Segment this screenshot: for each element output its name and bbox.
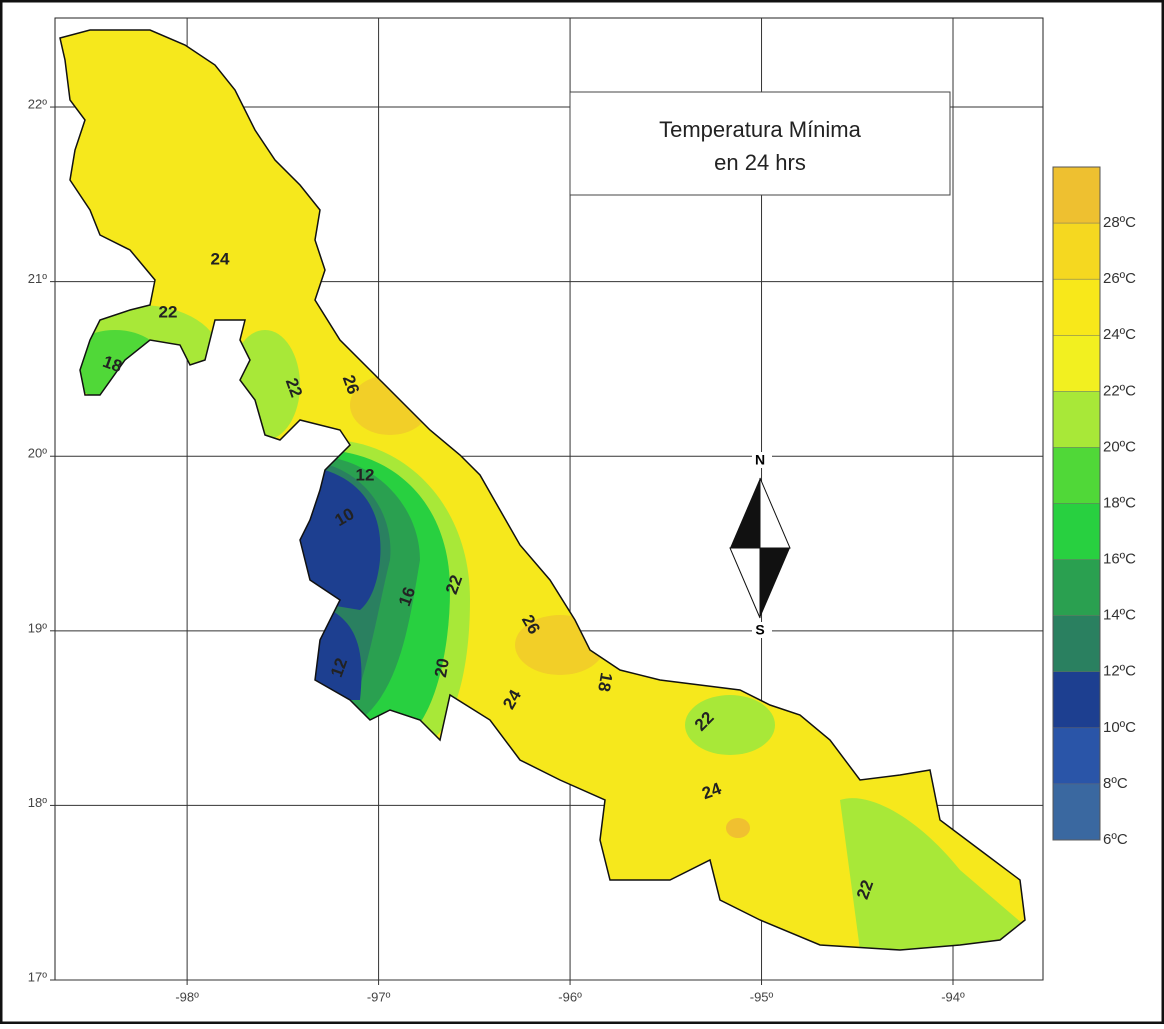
field-cold [300, 465, 381, 610]
legend-label: 8ºC [1103, 775, 1128, 792]
legend-band [1053, 391, 1100, 448]
legend-label: 28ºC [1103, 214, 1136, 231]
contour-label: 18 [594, 671, 616, 693]
y-tick-label: 21º [28, 271, 47, 286]
y-tick-label: 18º [28, 795, 47, 810]
legend-band [1053, 335, 1100, 392]
x-tick-label: -95º [750, 989, 774, 1004]
compass-n: N [755, 452, 765, 468]
legend-label: 22ºC [1103, 382, 1136, 399]
y-tick-label: 19º [28, 620, 47, 635]
legend-label: 10ºC [1103, 719, 1136, 736]
field-mild [840, 798, 1025, 950]
x-tick-label: -98º [175, 989, 199, 1004]
contour-label: 22 [159, 302, 178, 321]
legend-label: 20ºC [1103, 438, 1136, 455]
legend-band [1053, 559, 1100, 616]
x-tick-label: -97º [367, 989, 391, 1004]
legend-band [1053, 167, 1100, 224]
legend-label: 16ºC [1103, 551, 1136, 568]
legend-band [1053, 615, 1100, 672]
legend-band [1053, 223, 1100, 280]
title-box [569, 91, 951, 196]
compass: N S [729, 452, 791, 638]
legend: 6ºC 8ºC 10ºC 12ºC 14ºC 16ºC 18ºC 20ºC 22ºC 24ºC 26… [1052, 166, 1136, 848]
compass-part [730, 478, 760, 548]
title-line: en 24 hrs [714, 150, 806, 175]
legend-label: 26ºC [1103, 270, 1136, 287]
contour-label: 12 [356, 465, 375, 484]
legend-label: 18ºC [1103, 494, 1136, 511]
legend-band [1053, 783, 1100, 840]
compass-part [760, 548, 790, 618]
contour-label: 20 [431, 657, 453, 679]
field-warm [726, 818, 750, 838]
legend-band [1053, 727, 1100, 784]
compass-s: S [755, 622, 764, 638]
title-line: Temperatura Mínima [659, 117, 862, 142]
compass-bg [752, 452, 772, 468]
legend-label: 12ºC [1103, 663, 1136, 680]
y-tick-label: 17º [28, 969, 47, 984]
compass-bg [752, 622, 772, 638]
x-tick-label: -96º [558, 989, 582, 1004]
legend-band [1053, 503, 1100, 560]
x-tick-label: -94º [941, 989, 965, 1004]
legend-band [1053, 279, 1100, 336]
contour-label: 24 [211, 249, 230, 268]
y-tick-label: 20º [28, 446, 47, 461]
legend-band [1053, 671, 1100, 728]
legend-label: 6ºC [1103, 831, 1128, 848]
legend-band [1053, 447, 1100, 504]
y-tick-label: 22º [28, 96, 47, 111]
legend-label: 14ºC [1103, 607, 1136, 624]
legend-label: 24ºC [1103, 326, 1136, 343]
field-mild [685, 695, 775, 755]
